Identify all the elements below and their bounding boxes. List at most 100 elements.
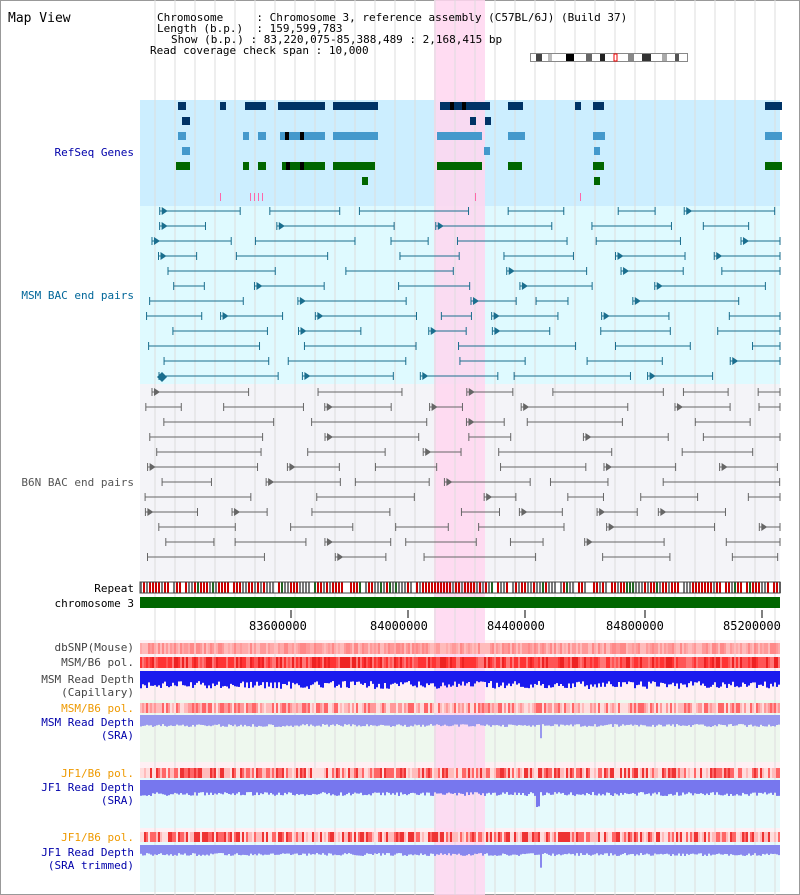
heat-cell [694, 768, 696, 778]
depth-bar [566, 715, 568, 725]
depth-bar [656, 715, 658, 726]
heat-cell [646, 832, 648, 842]
heat-cell [582, 703, 584, 713]
repeat-mark [194, 582, 196, 593]
heat-cell [692, 703, 694, 713]
depth-bar [388, 671, 390, 689]
depth-bar [418, 715, 420, 725]
heat-cell [244, 657, 246, 668]
heat-cell [444, 657, 446, 668]
heat-cell [660, 768, 662, 778]
depth-bar [206, 845, 208, 855]
depth-bar [184, 671, 186, 686]
depth-bar [630, 671, 632, 683]
heat-cell [464, 643, 466, 654]
depth-bar [300, 671, 302, 688]
heat-cell [496, 643, 498, 654]
heat-cell [358, 703, 360, 713]
heat-cell [474, 657, 476, 668]
heat-cell [600, 657, 602, 668]
heat-cell [254, 768, 256, 778]
heat-cell [732, 657, 734, 668]
depth-bar [328, 671, 330, 684]
depth-bar [378, 780, 380, 793]
repeat-mark [629, 582, 631, 593]
heat-cell [704, 703, 706, 713]
depth-bar [326, 780, 328, 795]
heat-cell [348, 768, 350, 778]
bac-arrow [317, 312, 324, 320]
heat-cell [312, 643, 314, 654]
heat-cell [178, 657, 180, 668]
chromosome-bar [140, 597, 780, 608]
heat-cell [186, 657, 188, 668]
depth-bar [326, 671, 328, 684]
depth-bar [776, 780, 778, 796]
repeat-mark [554, 582, 556, 593]
depth-bar [732, 715, 734, 726]
heat-cell [230, 643, 232, 654]
depth-bar [408, 671, 410, 682]
depth-bar [360, 671, 362, 684]
depth-bar [712, 715, 714, 727]
heat-cell [410, 703, 412, 713]
heat-cell [586, 768, 588, 778]
heat-cell [416, 832, 418, 842]
depth-bar [176, 715, 178, 725]
depth-bar [216, 671, 218, 685]
depth-bar [284, 715, 286, 727]
depth-bar [406, 780, 408, 796]
depth-bar [168, 845, 170, 856]
heat-cell [426, 643, 428, 654]
heat-cell [378, 703, 380, 713]
depth-bar [706, 780, 708, 794]
heat-cell [512, 643, 514, 654]
depth-bar [586, 780, 588, 793]
depth-bar [430, 671, 432, 684]
depth-bar [712, 845, 714, 855]
depth-bar [632, 845, 634, 854]
depth-bar [240, 671, 242, 684]
heat-cell [330, 643, 332, 654]
refseq-mark [220, 193, 221, 201]
heat-cell [204, 768, 206, 778]
depth-bar [710, 845, 712, 856]
track-label-b6n-bac: B6N BAC end pairs [21, 476, 134, 489]
depth-bar [344, 715, 346, 725]
depth-bar [464, 780, 466, 796]
depth-bar [762, 845, 764, 854]
heat-cell [488, 643, 490, 654]
depth-bar [364, 715, 366, 727]
heat-cell [712, 768, 714, 778]
heat-cell [376, 832, 378, 842]
heat-cell [498, 657, 500, 668]
depth-bar [292, 780, 294, 795]
heat-cell [626, 703, 628, 713]
depth-bar [730, 715, 732, 725]
depth-bar [692, 845, 694, 854]
heat-cell [582, 832, 584, 842]
heat-cell [246, 657, 248, 668]
heat-cell [770, 832, 772, 842]
depth-bar [432, 845, 434, 854]
depth-bar [234, 845, 236, 855]
heat-cell [472, 703, 474, 713]
heat-cell [692, 657, 694, 668]
heat-cell [486, 832, 488, 842]
depth-bar [290, 671, 292, 689]
depth-bar [198, 780, 200, 793]
depth-bar [496, 780, 498, 796]
repeat-mark [581, 582, 583, 593]
heat-cell [268, 703, 270, 713]
heat-cell [458, 768, 460, 778]
depth-bar [384, 715, 386, 726]
depth-bar [266, 715, 268, 727]
depth-bar [584, 780, 586, 796]
heat-cell [542, 657, 544, 668]
heat-cell [496, 768, 498, 778]
heat-cell [250, 832, 252, 842]
heat-cell [504, 657, 506, 668]
chromosome-ideogram[interactable] [530, 53, 688, 62]
bac-arrow [289, 463, 296, 471]
